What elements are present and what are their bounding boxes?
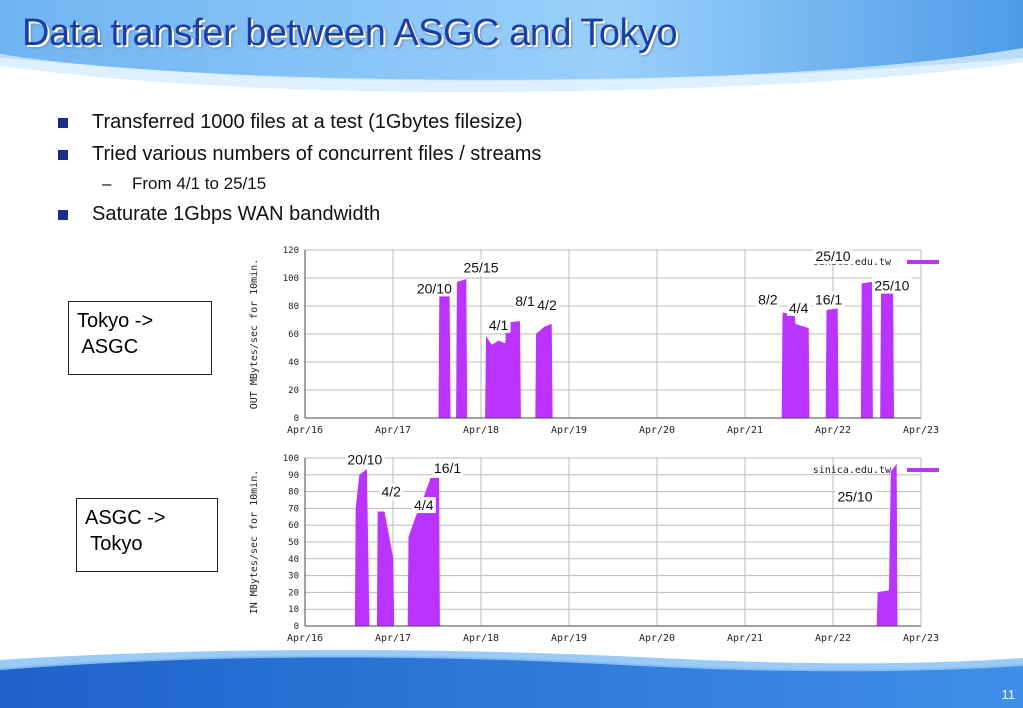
y-tick-label: 0 bbox=[294, 622, 299, 632]
y-tick-label: 120 bbox=[283, 246, 299, 256]
annotation-background bbox=[872, 277, 912, 294]
annotation-label: 16/1 bbox=[815, 292, 842, 308]
legend-swatch bbox=[907, 468, 939, 472]
y-tick-label: 80 bbox=[288, 488, 299, 498]
annotation-label: 4/2 bbox=[537, 297, 557, 313]
series-area bbox=[305, 463, 921, 627]
bullet-text: Saturate 1Gbps WAN bandwidth bbox=[92, 203, 381, 225]
annotation-background bbox=[835, 488, 875, 505]
y-tick-label: 50 bbox=[288, 538, 299, 548]
y-tick-label: 80 bbox=[288, 302, 299, 312]
annotation-background bbox=[786, 300, 811, 316]
x-tick-label: Apr/23 bbox=[903, 633, 939, 644]
annotation-background bbox=[812, 291, 845, 308]
y-tick-label: 20 bbox=[288, 386, 299, 396]
direction-box-out: Tokyo -> ASGC bbox=[68, 301, 212, 375]
bullet-item: Transferred 1000 files at a test (1Gbyte… bbox=[58, 108, 541, 140]
y-tick-label: 60 bbox=[288, 330, 299, 340]
annotation-label: 25/15 bbox=[463, 259, 498, 275]
annotation-background bbox=[486, 316, 511, 333]
annotation-label: 16/1 bbox=[434, 460, 461, 476]
y-tick-label: 40 bbox=[288, 555, 299, 565]
y-tick-label: 40 bbox=[288, 358, 299, 368]
square-bullet-icon bbox=[58, 150, 68, 160]
legend-label: sinica.edu.tw bbox=[813, 465, 892, 476]
y-tick-label: 20 bbox=[288, 588, 299, 598]
square-bullet-icon bbox=[58, 118, 68, 128]
annotation-background bbox=[345, 451, 385, 468]
x-tick-label: Apr/21 bbox=[727, 633, 763, 644]
annotation-label: 20/10 bbox=[417, 280, 452, 296]
bullet-item: Saturate 1Gbps WAN bandwidth bbox=[58, 200, 541, 232]
y-tick-label: 70 bbox=[288, 504, 299, 514]
y-tick-label: 60 bbox=[288, 521, 299, 531]
y-tick-label: 10 bbox=[288, 605, 299, 615]
x-tick-label: Apr/16 bbox=[287, 425, 323, 436]
x-tick-label: Apr/19 bbox=[551, 633, 587, 644]
x-tick-label: Apr/22 bbox=[815, 425, 851, 436]
annotation-background bbox=[535, 297, 559, 314]
bullet-item: Tried various numbers of concurrent file… bbox=[58, 140, 541, 172]
annotation-label: 4/4 bbox=[414, 497, 434, 513]
square-bullet-icon bbox=[58, 210, 68, 220]
x-tick-label: Apr/19 bbox=[551, 425, 587, 436]
annotation-background bbox=[513, 293, 537, 309]
sub-bullet-item: – From 4/1 to 25/15 bbox=[58, 172, 541, 200]
annotation-label: 8/2 bbox=[758, 292, 778, 308]
in-traffic-chart: 0 10 20 30 40 50 60 70 80 90 100 Apr/16 Apr/17 Apr/18… bbox=[249, 451, 939, 644]
y-tick-label: 30 bbox=[288, 572, 299, 582]
direction-box-in: ASGC -> Tokyo bbox=[76, 498, 218, 572]
x-tick-label: Apr/23 bbox=[903, 425, 939, 436]
annotation-background bbox=[414, 280, 455, 297]
annotation-background bbox=[756, 291, 780, 308]
annotation-label: 25/10 bbox=[874, 278, 909, 294]
annotation-background bbox=[379, 483, 404, 500]
slide-title: Data transfer between ASGC and Tokyo bbox=[22, 12, 678, 54]
annotation-label: 8/1 bbox=[515, 293, 535, 309]
page-number: 11 bbox=[1001, 687, 1016, 702]
dash-bullet-icon: – bbox=[102, 174, 112, 193]
bullet-list: Transferred 1000 files at a test (1Gbyte… bbox=[58, 108, 541, 232]
annotation-label: 4/2 bbox=[382, 484, 402, 500]
legend-swatch bbox=[907, 260, 939, 264]
series-area bbox=[305, 278, 921, 419]
x-tick-label: Apr/17 bbox=[375, 425, 411, 436]
annotation-label: 20/10 bbox=[347, 452, 382, 468]
x-tick-label: Apr/18 bbox=[463, 425, 499, 436]
x-tick-label: Apr/18 bbox=[463, 633, 499, 644]
x-tick-label: Apr/20 bbox=[639, 425, 675, 436]
annotation-label: 4/4 bbox=[789, 300, 809, 316]
bullet-text: Transferred 1000 files at a test (1Gbyte… bbox=[92, 111, 523, 133]
sub-bullet-text: From 4/1 to 25/15 bbox=[132, 174, 267, 193]
annotation-label: 4/1 bbox=[489, 317, 509, 333]
annotation-background bbox=[412, 497, 436, 514]
annotation-label: 25/10 bbox=[815, 248, 850, 264]
y-axis-label: OUT MBytes/sec for 10min. bbox=[249, 259, 260, 410]
y-tick-label: 100 bbox=[283, 454, 299, 464]
annotation-background bbox=[431, 460, 464, 477]
y-tick-label: 90 bbox=[288, 471, 299, 481]
y-axis-label: IN MBytes/sec for 10min. bbox=[249, 470, 260, 615]
x-tick-label: Apr/22 bbox=[815, 633, 851, 644]
annotation-label: 25/10 bbox=[837, 489, 872, 505]
annotation-background bbox=[461, 259, 501, 276]
y-tick-label: 0 bbox=[294, 414, 299, 424]
out-traffic-chart: 0 20 40 60 80 100 120 Apr/16 Apr/17 Apr/18 Apr/19 A… bbox=[249, 246, 939, 436]
x-tick-label: Apr/16 bbox=[287, 633, 323, 644]
x-tick-label: Apr/20 bbox=[639, 633, 675, 644]
x-tick-label: Apr/21 bbox=[727, 425, 763, 436]
annotation-background bbox=[813, 248, 853, 265]
bullet-text: Tried various numbers of concurrent file… bbox=[92, 143, 542, 165]
y-tick-label: 100 bbox=[283, 274, 299, 284]
x-tick-label: Apr/17 bbox=[375, 633, 411, 644]
